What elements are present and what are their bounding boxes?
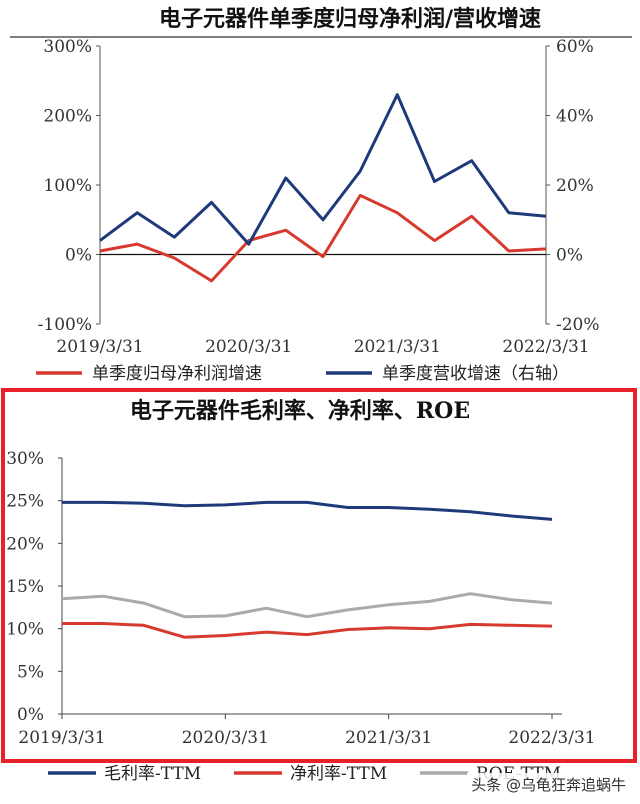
y-left-tick-label: 0% — [65, 246, 92, 266]
y-tick-label: 20% — [6, 534, 44, 554]
x-tick-label: 2021/3/31 — [354, 337, 441, 357]
y-tick-label: 5% — [17, 662, 44, 682]
y-tick-label: 25% — [6, 492, 44, 512]
x-tick-label: 2021/3/31 — [345, 728, 432, 748]
y-right-tick-label: 20% — [556, 176, 594, 196]
y-left-tick-label: 100% — [43, 176, 92, 196]
highlight-frame — [1, 388, 637, 763]
series-line — [99, 93, 547, 246]
y-tick-label: 0% — [17, 705, 44, 725]
y-right-tick-label: 40% — [556, 107, 594, 127]
bottom-series — [61, 500, 553, 639]
series-line — [62, 622, 553, 639]
series-line — [61, 592, 553, 619]
top-tick-labels: -100% 0% 100% 200% 300% -20% 0% 20% 40% 60% 2019/3… — [38, 37, 600, 357]
x-tick-label: 2019/3/31 — [18, 728, 105, 748]
y-tick-label: 15% — [6, 577, 44, 597]
watermark: 头条 @乌龟狂奔追蜗牛 — [467, 773, 630, 796]
series-line — [62, 500, 553, 521]
y-left-tick-label: -100% — [38, 315, 92, 335]
x-tick-label: 2019/3/31 — [56, 337, 143, 357]
y-right-tick-label: -20% — [556, 315, 600, 335]
legend-label: 单季度归母净利润增速 — [92, 364, 262, 384]
y-tick-label: 10% — [6, 620, 44, 640]
y-right-tick-label: 60% — [556, 37, 594, 57]
series-line — [99, 193, 547, 283]
x-tick-label: 2020/3/31 — [205, 337, 292, 357]
legend-label: 单季度营收增速（右轴） — [382, 364, 569, 384]
top-chart-svg: 电子元器件单季度归母净利润/营收增速 -100% 0% 100% 200% 300% -2… — [10, 6, 632, 384]
y-left-tick-label: 300% — [43, 37, 92, 57]
bottom-chart-svg: 电子元器件毛利率、净利率、ROE 0% 5% 10% 15% 20% 25% 30% 2019… — [1, 388, 637, 784]
bottom-axes — [58, 457, 562, 719]
x-tick-label: 2022/3/31 — [502, 337, 589, 357]
bottom-chart: 电子元器件毛利率、净利率、ROE 0% 5% 10% 15% 20% 25% 30% 2019… — [0, 388, 640, 800]
x-tick-label: 2020/3/31 — [182, 728, 269, 748]
chart-title: 电子元器件毛利率、净利率、ROE — [130, 398, 470, 424]
y-right-tick-label: 0% — [556, 246, 583, 266]
top-chart: 电子元器件单季度归母净利润/营收增速 -100% 0% 100% 200% 300% -2… — [0, 0, 640, 390]
top-legend: 单季度归母净利润增速 单季度营收增速（右轴） — [36, 364, 569, 384]
chart-title: 电子元器件单季度归母净利润/营收增速 — [159, 6, 541, 32]
top-series — [99, 93, 547, 283]
x-tick-label: 2022/3/31 — [508, 728, 595, 748]
y-tick-label: 30% — [6, 449, 44, 469]
top-axes — [96, 45, 550, 325]
legend-label: 净利率-TTM — [290, 764, 387, 784]
legend-label: 毛利率-TTM — [104, 764, 201, 784]
y-left-tick-label: 200% — [43, 107, 92, 127]
bottom-tick-labels: 0% 5% 10% 15% 20% 25% 30% 2019/3/31 2020/3/31 202… — [6, 449, 595, 748]
